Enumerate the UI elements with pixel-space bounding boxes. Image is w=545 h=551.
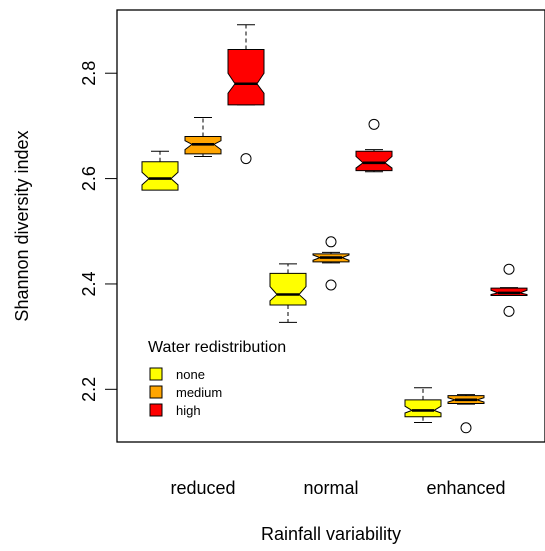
- legend-swatch-high: [149, 403, 163, 417]
- outlier-point: [503, 305, 515, 317]
- x-axis: reduced normal enhanced: [170, 478, 505, 498]
- y-tick-label: 2.8: [79, 61, 99, 86]
- y-tick-label: 2.2: [79, 377, 99, 402]
- outlier-point: [503, 263, 515, 275]
- outlier-point: [325, 279, 337, 291]
- y-tick-label: 2.6: [79, 166, 99, 191]
- box-none-enhanced: [404, 387, 442, 424]
- box-none-reduced: [141, 150, 179, 191]
- outlier-point: [368, 118, 380, 130]
- notched-box: [141, 161, 179, 191]
- outlier-point: [325, 236, 337, 248]
- y-axis-label: Shannon diversity index: [12, 130, 32, 321]
- legend-label-medium: medium: [176, 385, 222, 400]
- box-none-normal: [269, 263, 307, 323]
- notched-box: [355, 150, 393, 172]
- y-axis: 2.2 2.4 2.6 2.8: [79, 61, 118, 402]
- x-tick-label: normal: [303, 478, 358, 498]
- legend: Water redistribution none medium high: [148, 339, 286, 418]
- notched-box: [404, 399, 442, 418]
- x-axis-label: Rainfall variability: [261, 524, 401, 544]
- box-high-enhanced: [490, 263, 528, 317]
- outlier-point: [240, 153, 252, 165]
- notched-box: [269, 272, 307, 306]
- box-medium-enhanced: [447, 394, 485, 434]
- box-high-normal: [355, 118, 393, 173]
- legend-label-high: high: [176, 403, 201, 418]
- legend-label-none: none: [176, 367, 205, 382]
- legend-swatch-none: [149, 367, 163, 381]
- box-medium-reduced: [184, 116, 222, 157]
- legend-title: Water redistribution: [148, 339, 286, 356]
- x-tick-label: reduced: [170, 478, 235, 498]
- chart-marks: [141, 24, 528, 434]
- legend-swatch-medium: [149, 385, 163, 399]
- y-tick-label: 2.4: [79, 271, 99, 296]
- x-tick-label: enhanced: [426, 478, 505, 498]
- notched-box: [227, 49, 265, 106]
- outlier-point: [460, 422, 472, 434]
- box-medium-normal: [312, 236, 350, 291]
- box-high-reduced: [227, 24, 265, 165]
